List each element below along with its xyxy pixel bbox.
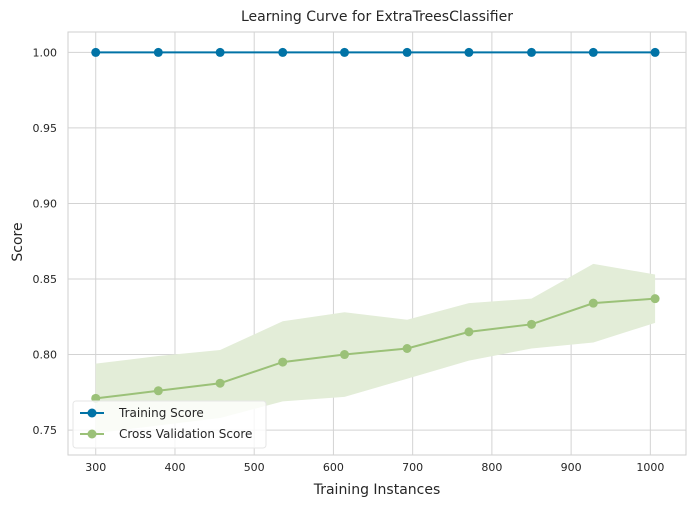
x-tick-label: 1000 xyxy=(636,461,664,474)
x-tick-labels: 300 400 500 600 700 800 900 1000 xyxy=(85,461,664,474)
point-training xyxy=(527,47,536,57)
point-training xyxy=(91,47,101,57)
y-tick-label: 0.90 xyxy=(33,197,58,210)
point-cv xyxy=(464,327,474,337)
legend: Training Score Cross Validation Score xyxy=(72,400,267,449)
y-tick-label: 0.80 xyxy=(33,349,58,362)
x-tick-label: 800 xyxy=(481,461,502,474)
point-cv xyxy=(402,343,412,353)
y-tick-label: 0.95 xyxy=(33,122,58,135)
point-cv xyxy=(340,350,350,360)
x-tick-label: 300 xyxy=(85,461,106,474)
series-lines xyxy=(95,51,656,400)
point-training xyxy=(340,47,350,57)
x-tick-label: 700 xyxy=(402,461,423,474)
x-axis-title: Training Instances xyxy=(313,482,441,498)
point-training xyxy=(278,47,288,57)
y-tick-label: 0.75 xyxy=(33,424,58,437)
point-training xyxy=(402,47,412,57)
point-cv xyxy=(527,319,536,329)
y-tick-label: 1.00 xyxy=(33,46,58,59)
point-training xyxy=(153,47,163,57)
point-training xyxy=(464,47,474,57)
point-cv xyxy=(588,298,598,308)
y-axis-title: Score xyxy=(10,222,26,261)
legend-marker-training xyxy=(87,408,97,418)
x-tick-label: 600 xyxy=(323,461,344,474)
legend-label-cv: Cross Validation Score xyxy=(119,427,252,441)
x-tick-label: 400 xyxy=(164,461,185,474)
band-cv xyxy=(95,263,656,434)
x-tick-label: 900 xyxy=(561,461,582,474)
legend-marker-cv xyxy=(87,429,97,439)
legend-box xyxy=(72,400,267,449)
point-training xyxy=(650,47,660,57)
legend-label-training: Training Score xyxy=(118,406,204,420)
point-cv xyxy=(153,386,163,396)
point-cv xyxy=(215,378,225,388)
point-cv xyxy=(278,357,288,367)
y-tick-label: 0.85 xyxy=(33,273,58,286)
chart-title: Learning Curve for ExtraTreesClassifier xyxy=(241,9,513,25)
score-bands xyxy=(95,263,656,434)
line-cv xyxy=(95,297,656,400)
point-cv xyxy=(650,294,660,304)
point-training xyxy=(215,47,225,57)
x-tick-label: 500 xyxy=(244,461,265,474)
series-points xyxy=(91,47,660,403)
y-tick-labels: 0.75 0.80 0.85 0.90 0.95 1.00 xyxy=(33,46,58,437)
point-training xyxy=(588,47,598,57)
